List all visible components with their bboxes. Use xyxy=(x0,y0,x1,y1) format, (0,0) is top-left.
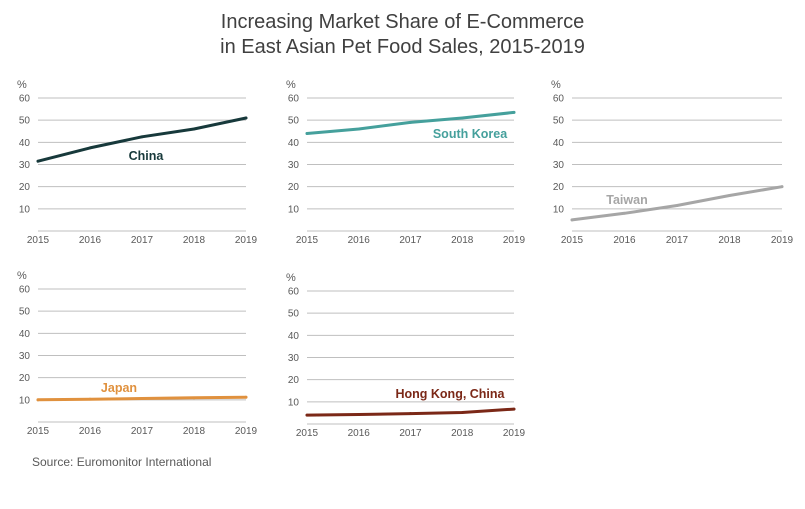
japan-x-tick-2016: 2016 xyxy=(79,426,102,437)
south-korea-x-tick-2017: 2017 xyxy=(399,235,422,246)
japan-point-2017 xyxy=(140,397,144,400)
taiwan-series-line xyxy=(570,185,784,222)
south-korea-x-tick-2015: 2015 xyxy=(296,235,319,246)
taiwan-y-unit-label: % xyxy=(551,79,561,91)
japan-y-tick-30: 30 xyxy=(19,351,31,362)
japan-series-label: Japan xyxy=(101,381,137,395)
taiwan-series-label: Taiwan xyxy=(606,193,647,207)
china-y-tick-10: 10 xyxy=(19,204,31,215)
taiwan-point-2019 xyxy=(780,185,784,189)
taiwan-x-tick-2019: 2019 xyxy=(771,235,794,246)
china-point-2016 xyxy=(88,146,92,150)
hong-kong-china-y-tick-40: 40 xyxy=(288,331,300,342)
hong-kong-china-y-tick-10: 10 xyxy=(288,397,300,408)
hong-kong-china-x-tick-2016: 2016 xyxy=(348,428,371,439)
hong-kong-china-y-tick-50: 50 xyxy=(288,309,300,320)
south-korea-point-2015 xyxy=(305,132,309,135)
china-x-tick-2016: 2016 xyxy=(79,235,102,246)
china-x-tick-2019: 2019 xyxy=(235,235,258,246)
south-korea-x-tick-2018: 2018 xyxy=(451,235,474,246)
japan-point-2015 xyxy=(36,398,40,402)
hong-kong-china-x-tick-2017: 2017 xyxy=(399,428,422,439)
china-series-label: China xyxy=(129,149,165,163)
japan-x-tick-2017: 2017 xyxy=(131,426,154,437)
japan-x-tick-2019: 2019 xyxy=(235,426,258,437)
taiwan-y-tick-10: 10 xyxy=(553,204,565,215)
hong-kong-china-x-tick-2015: 2015 xyxy=(296,428,319,439)
japan-y-tick-10: 10 xyxy=(19,395,31,406)
china-x-tick-2018: 2018 xyxy=(183,235,206,246)
south-korea-x-tick-2019: 2019 xyxy=(503,235,526,246)
hong-kong-china-y-unit-label: % xyxy=(286,272,296,284)
hong-kong-china-y-tick-60: 60 xyxy=(288,287,300,298)
japan-y-unit-label: % xyxy=(17,270,27,282)
hong-kong-china-x-tick-2018: 2018 xyxy=(451,428,474,439)
south-korea-y-tick-30: 30 xyxy=(288,160,300,171)
south-korea-y-tick-40: 40 xyxy=(288,138,300,149)
japan-y-tick-40: 40 xyxy=(19,329,31,340)
china-point-2015 xyxy=(36,159,40,163)
japan-x-tick-2015: 2015 xyxy=(27,426,50,437)
taiwan-y-tick-30: 30 xyxy=(553,160,565,171)
hong-kong-china-x-tick-2019: 2019 xyxy=(503,428,526,439)
south-korea-point-2017 xyxy=(409,120,412,124)
china-x-tick-2017: 2017 xyxy=(131,235,154,246)
china-y-tick-60: 60 xyxy=(19,94,31,105)
taiwan-x-tick-2018: 2018 xyxy=(718,235,741,246)
taiwan-point-2016 xyxy=(623,211,626,215)
china-x-tick-2015: 2015 xyxy=(27,235,50,246)
chart-title-line-2: in East Asian Pet Food Sales, 2015-2019 xyxy=(220,36,585,58)
hong-kong-china-point-2016 xyxy=(357,413,361,416)
south-korea-y-tick-50: 50 xyxy=(288,116,300,127)
japan-y-tick-60: 60 xyxy=(19,285,31,296)
china-y-tick-20: 20 xyxy=(19,182,31,193)
south-korea-y-tick-10: 10 xyxy=(288,204,300,215)
hong-kong-china-point-2019 xyxy=(512,407,516,411)
south-korea-x-tick-2016: 2016 xyxy=(348,235,371,246)
south-korea-series-label: South Korea xyxy=(433,127,508,141)
south-korea-point-2016 xyxy=(357,127,361,131)
japan-point-2018 xyxy=(192,396,196,400)
taiwan-x-tick-2017: 2017 xyxy=(666,235,689,246)
taiwan-y-tick-40: 40 xyxy=(553,138,565,149)
south-korea-y-unit-label: % xyxy=(286,79,296,91)
taiwan-x-tick-2015: 2015 xyxy=(561,235,584,246)
japan-point-2019 xyxy=(244,395,248,399)
chart-title-line-1: Increasing Market Share of E-Commerce xyxy=(220,11,585,33)
south-korea-y-tick-60: 60 xyxy=(288,94,300,105)
south-korea-y-tick-20: 20 xyxy=(288,182,300,193)
japan-x-tick-2018: 2018 xyxy=(183,426,206,437)
taiwan-x-tick-2016: 2016 xyxy=(613,235,636,246)
south-korea-point-2019 xyxy=(512,111,516,114)
taiwan-y-tick-60: 60 xyxy=(553,94,565,105)
japan-point-2016 xyxy=(88,397,92,401)
chart-title: Increasing Market Share of E-Commerce in… xyxy=(0,10,805,60)
taiwan-point-2015 xyxy=(570,218,574,222)
china-y-tick-40: 40 xyxy=(19,138,31,149)
china-point-2018 xyxy=(192,127,196,131)
hong-kong-china-y-tick-20: 20 xyxy=(288,375,300,386)
china-y-tick-30: 30 xyxy=(19,160,31,171)
hong-kong-china-point-2017 xyxy=(409,412,412,415)
taiwan-point-2018 xyxy=(728,194,731,197)
source-note: Source: Euromonitor International xyxy=(32,455,212,469)
taiwan-y-tick-50: 50 xyxy=(553,116,565,127)
hong-kong-china-y-tick-30: 30 xyxy=(288,353,300,364)
hong-kong-china-series-label: Hong Kong, China xyxy=(395,387,505,401)
hong-kong-china-point-2018 xyxy=(460,411,464,414)
taiwan-point-2017 xyxy=(675,204,679,207)
china-point-2017 xyxy=(140,135,144,139)
japan-y-tick-50: 50 xyxy=(19,307,31,318)
south-korea-point-2018 xyxy=(460,116,464,120)
japan-y-tick-20: 20 xyxy=(19,373,31,384)
taiwan-y-tick-20: 20 xyxy=(553,182,565,193)
china-y-tick-50: 50 xyxy=(19,116,31,127)
china-y-unit-label: % xyxy=(17,79,27,91)
hong-kong-china-point-2015 xyxy=(305,413,309,417)
china-point-2019 xyxy=(244,116,248,120)
